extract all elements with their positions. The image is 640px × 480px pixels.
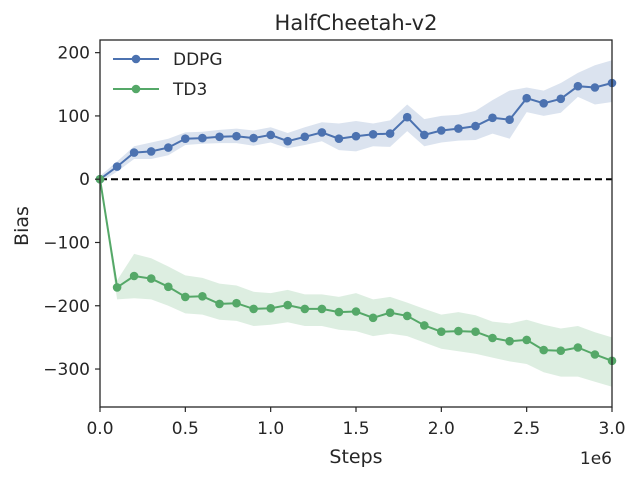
x-tick-label: 1.0 [257, 419, 284, 439]
data-point-ddpg [317, 128, 327, 137]
y-tick-label: −200 [43, 297, 90, 317]
data-point-ddpg [249, 133, 258, 143]
data-point-ddpg [283, 136, 293, 146]
data-point-td3 [215, 299, 224, 309]
data-point-td3 [488, 333, 497, 343]
data-point-td3 [522, 335, 531, 345]
axes: 0.0 0.5 1.0 1.5 2.0 2.5 3.0 200 100 0 −100 −200 −300 [43, 39, 626, 439]
data-point-td3 [420, 321, 429, 330]
x-tick-label: 1.5 [342, 419, 369, 439]
data-point-ddpg [573, 81, 583, 91]
data-point-ddpg [300, 132, 310, 142]
data-point-td3 [232, 298, 241, 308]
data-point-td3 [164, 282, 173, 292]
plot-area [95, 60, 617, 387]
chart-title: HalfCheetah-v2 [275, 11, 438, 35]
data-point-td3 [437, 327, 446, 337]
data-point-td3 [368, 313, 378, 323]
data-point-td3 [266, 304, 276, 313]
data-point-ddpg [129, 148, 139, 157]
data-point-td3 [402, 311, 412, 321]
data-point-td3 [590, 350, 600, 359]
x-axis-label: Steps [329, 446, 382, 468]
y-tick-label: −100 [43, 233, 90, 253]
legend-marker-td3 [131, 84, 141, 94]
data-point-ddpg [556, 94, 566, 104]
x-tick-label: 2.5 [513, 419, 540, 439]
data-point-td3 [317, 304, 327, 314]
data-point-ddpg [539, 99, 548, 108]
data-point-td3 [129, 271, 139, 281]
data-point-ddpg [420, 130, 429, 140]
data-point-ddpg [232, 131, 241, 141]
data-point-ddpg [112, 162, 122, 171]
data-point-td3 [505, 336, 514, 346]
y-tick-label: 0 [79, 170, 90, 190]
data-point-td3 [198, 292, 207, 301]
legend-label-ddpg: DDPG [173, 50, 223, 70]
data-point-ddpg [198, 133, 207, 143]
data-point-ddpg [385, 129, 395, 138]
data-point-td3 [351, 307, 361, 316]
data-point-ddpg [181, 134, 190, 143]
data-point-ddpg [215, 132, 224, 142]
data-point-ddpg [505, 115, 514, 124]
data-point-ddpg [402, 112, 412, 122]
legend-marker-ddpg [131, 54, 141, 64]
y-tick-label: 200 [58, 44, 90, 64]
data-point-ddpg [488, 113, 497, 123]
series-band-ddpg [100, 60, 612, 183]
x-axis-offset-label: 1e6 [580, 449, 612, 469]
y-axis-label: Bias [11, 206, 33, 246]
data-point-ddpg [522, 93, 531, 103]
data-point-ddpg [334, 134, 344, 143]
data-point-td3 [471, 327, 480, 337]
x-tick-label: 2.0 [428, 419, 455, 439]
data-point-td3 [300, 304, 310, 314]
data-point-td3 [385, 308, 395, 318]
x-tick-label: 3.0 [598, 419, 625, 439]
data-point-ddpg [437, 126, 446, 135]
data-point-ddpg [454, 124, 463, 133]
data-point-ddpg [590, 83, 600, 92]
y-tick-label: −300 [43, 360, 90, 380]
data-point-td3 [334, 307, 344, 317]
data-point-ddpg [368, 130, 378, 139]
data-point-td3 [539, 345, 548, 355]
y-tick-label: 100 [58, 107, 90, 127]
data-point-td3 [454, 326, 463, 336]
data-point-td3 [112, 283, 122, 292]
data-point-td3 [249, 304, 258, 314]
data-point-ddpg [164, 143, 173, 152]
data-point-td3 [181, 292, 190, 302]
data-point-td3 [573, 343, 583, 352]
data-point-ddpg [146, 147, 156, 156]
data-point-ddpg [471, 121, 480, 131]
data-point-td3 [556, 346, 566, 356]
data-point-ddpg [266, 130, 276, 140]
data-point-ddpg [351, 131, 361, 141]
legend-label-td3: TD3 [172, 80, 207, 100]
data-point-td3 [146, 274, 156, 283]
legend: DDPG TD3 [113, 50, 223, 100]
data-point-td3 [283, 300, 293, 310]
x-tick-label: 0.0 [86, 419, 113, 439]
x-tick-label: 0.5 [172, 419, 199, 439]
